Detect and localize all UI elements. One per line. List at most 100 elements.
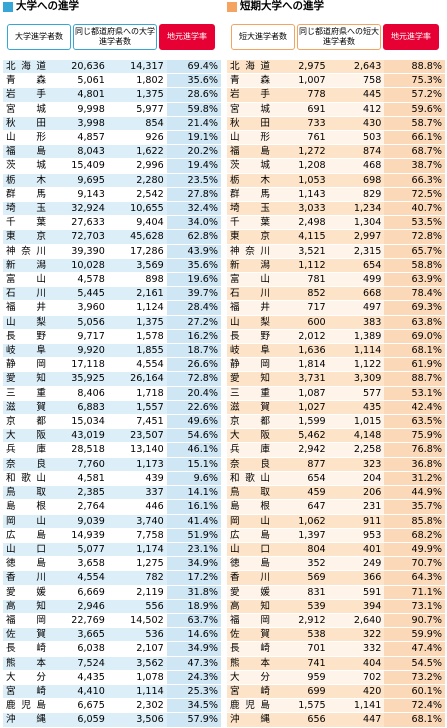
cell: 72,703 — [49, 229, 108, 245]
prefecture: 富山 — [3, 272, 49, 288]
cell: 3,998 — [49, 116, 108, 132]
cell: 59.9% — [384, 627, 445, 643]
cell: 503 — [328, 130, 385, 146]
prefecture: 静岡 — [3, 357, 49, 373]
cell: 75.3% — [384, 73, 445, 89]
header-row: 短大進学者数 同じ都道府県への短大進学者数 地元進学率 — [227, 14, 445, 60]
cell: 43.9% — [166, 244, 221, 259]
table-row: 茨城 1,208 468 38.7% — [227, 158, 445, 174]
cell: 14,939 — [49, 528, 108, 543]
table-row: 広島 14,939 7,758 51.9% — [3, 528, 221, 543]
cell: 38.7% — [384, 158, 445, 174]
table-row: 福岡 2,912 2,640 90.7% — [227, 613, 445, 629]
cell: 49.9% — [384, 542, 445, 558]
cell: 782 — [107, 570, 167, 586]
cell: 4,410 — [49, 684, 108, 700]
prefecture: 山梨 — [3, 315, 49, 330]
cell: 15,409 — [49, 158, 108, 174]
header: 同じ都道府県への短大進学者数 — [297, 24, 381, 50]
cell: 88.8% — [384, 60, 445, 75]
cell: 4,578 — [49, 272, 108, 288]
prefecture: 北海道 — [227, 60, 273, 75]
cell: 3,569 — [107, 258, 167, 274]
cell: 701 — [273, 641, 329, 657]
cell: 2,498 — [273, 215, 329, 231]
cell: 600 — [273, 315, 329, 330]
cell: 69.4% — [166, 60, 221, 75]
cell: 959 — [273, 670, 329, 685]
cell: 5,061 — [49, 73, 108, 89]
data-table: 北海道 2,975 2,643 88.8% 青森 1,007 758 75.3% 岩手 778 44… — [227, 60, 445, 728]
prefecture: 京都 — [3, 414, 49, 430]
cell: 5,462 — [273, 428, 329, 444]
prefecture: 山口 — [3, 542, 49, 558]
cell: 538 — [273, 627, 329, 643]
cell: 15,034 — [49, 414, 108, 430]
cell: 1,855 — [107, 343, 167, 359]
table-row: 愛媛 6,669 2,119 31.8% — [3, 585, 221, 600]
cell: 1,375 — [107, 87, 167, 103]
table-row: 岡山 9,039 3,740 41.4% — [3, 514, 221, 529]
cell: 9,920 — [49, 343, 108, 359]
cell: 71.1% — [384, 585, 445, 600]
prefecture: 香川 — [3, 570, 49, 586]
cell: 1,114 — [107, 684, 167, 700]
cell: 25.3% — [166, 684, 221, 700]
prefecture: 岐阜 — [227, 343, 273, 359]
table-row: 秋田 733 430 58.7% — [227, 116, 445, 132]
cell: 2,975 — [273, 60, 329, 75]
table-row: 千葉 2,498 1,304 53.5% — [227, 215, 445, 231]
cell: 577 — [328, 386, 385, 401]
prefecture: 鹿児島 — [3, 698, 49, 714]
header: 同じ都道府県への大学進学者数 — [73, 24, 157, 50]
prefecture: 茨城 — [3, 158, 49, 174]
cell: 13,140 — [107, 442, 167, 458]
cell: 1,007 — [273, 73, 329, 89]
prefecture: 新潟 — [3, 258, 49, 274]
prefecture: 沖縄 — [3, 712, 49, 728]
prefecture: 愛知 — [227, 371, 273, 387]
cell: 20.4% — [166, 386, 221, 401]
prefecture: 長野 — [227, 329, 273, 345]
cell: 85.8% — [384, 514, 445, 529]
cell: 54.5% — [384, 656, 445, 671]
cell: 20.2% — [166, 144, 221, 160]
table-row: 山口 804 401 49.9% — [227, 542, 445, 558]
cell: 1,087 — [273, 386, 329, 401]
cell: 28,518 — [49, 442, 108, 458]
cell: 54.6% — [166, 428, 221, 444]
cell: 20,636 — [49, 60, 108, 75]
prefecture: 宮城 — [3, 102, 49, 117]
cell: 1,718 — [107, 386, 167, 401]
prefecture: 島根 — [227, 499, 273, 515]
header: 大学進学者数 — [7, 24, 71, 50]
table-row: 大分 959 702 73.2% — [227, 670, 445, 685]
prefecture: 滋賀 — [227, 400, 273, 416]
cell: 17,118 — [49, 357, 108, 373]
prefecture: 山形 — [227, 130, 273, 146]
prefecture: 千葉 — [3, 215, 49, 231]
cell: 898 — [107, 272, 167, 288]
cell: 717 — [273, 300, 329, 316]
prefecture: 岩手 — [3, 87, 49, 103]
table-row: 徳島 3,658 1,275 34.9% — [3, 556, 221, 572]
cell: 31.8% — [166, 585, 221, 600]
table-row: 沖縄 6,059 3,506 57.9% — [3, 712, 221, 728]
table-row: 福岡 22,769 14,502 63.7% — [3, 613, 221, 629]
cell: 34.9% — [166, 556, 221, 572]
cell: 9,039 — [49, 514, 108, 529]
prefecture: 愛媛 — [227, 585, 273, 600]
cell: 1,636 — [273, 343, 329, 359]
cell: 28.4% — [166, 300, 221, 316]
cell: 66.3% — [384, 173, 445, 188]
cell: 58.7% — [384, 116, 445, 132]
table-row: 北海道 20,636 14,317 69.4% — [3, 60, 221, 75]
table-row: 高知 2,946 556 18.9% — [3, 599, 221, 614]
cell: 53.5% — [384, 215, 445, 231]
table-row: 長野 2,012 1,389 69.0% — [227, 329, 445, 345]
cell: 57.2% — [384, 87, 445, 103]
cell: 804 — [273, 542, 329, 558]
cell: 51.9% — [166, 528, 221, 543]
cell: 3,731 — [273, 371, 329, 387]
cell: 412 — [328, 102, 385, 117]
